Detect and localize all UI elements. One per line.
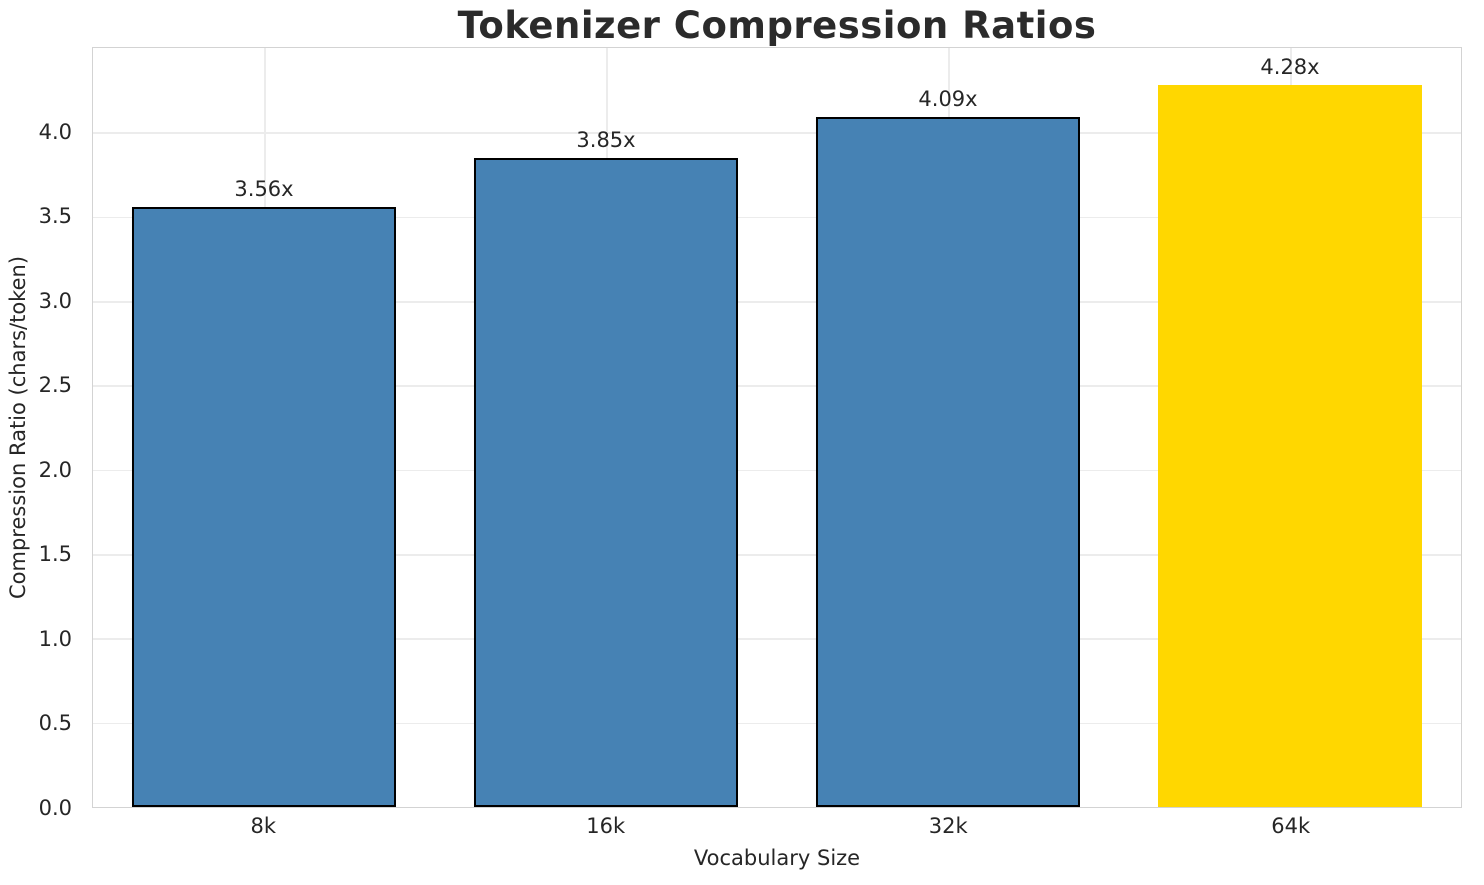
h-gridline xyxy=(93,469,1461,472)
y-tick-label: 3.5 xyxy=(38,204,72,229)
chart-title: Tokenizer Compression Ratios xyxy=(457,4,1097,47)
y-tick-label: 2.0 xyxy=(38,457,72,482)
bar-value-label: 3.56x xyxy=(234,176,294,201)
y-tick-label: 3.0 xyxy=(38,288,72,313)
bar-value-label: 4.09x xyxy=(918,87,978,112)
x-tick-label-8k: 8k xyxy=(250,814,277,838)
y-axis-tick-labels: 0.0 0.5 1.0 1.5 2.0 2.5 3.0 3.5 4.0 xyxy=(0,47,82,820)
x-axis-label: Vocabulary Size xyxy=(693,846,861,870)
bar-8k xyxy=(131,206,397,807)
h-gridline xyxy=(93,722,1461,725)
y-tick-label: 1.0 xyxy=(38,626,72,651)
h-gridline xyxy=(93,385,1461,387)
x-tick-label-32k: 32k xyxy=(928,814,968,838)
h-gridline xyxy=(93,216,1461,219)
y-tick-label: 4.0 xyxy=(38,119,72,144)
h-gridline xyxy=(93,554,1461,556)
bar-16k xyxy=(473,157,739,807)
x-axis-tick-labels: 8k 16k 32k 64k xyxy=(92,814,1462,842)
x-tick-label-64k: 64k xyxy=(1271,814,1311,838)
bar-value-label: 4.28x xyxy=(1260,55,1320,80)
y-tick-label: 0.5 xyxy=(38,711,72,736)
h-gridline xyxy=(93,301,1461,303)
x-tick-label-16k: 16k xyxy=(586,814,626,838)
bar-value-label: 3.85x xyxy=(576,127,636,152)
y-tick-label: 1.5 xyxy=(38,542,72,567)
h-gridline xyxy=(93,132,1461,134)
bar-32k xyxy=(815,117,1081,807)
y-tick-label: 0.0 xyxy=(38,796,72,820)
h-gridline xyxy=(93,638,1461,640)
plot-area: 3.56x 3.85x 4.09x 4.28x xyxy=(92,47,1462,808)
y-tick-label: 2.5 xyxy=(38,373,72,398)
bar-64k xyxy=(1157,85,1423,807)
